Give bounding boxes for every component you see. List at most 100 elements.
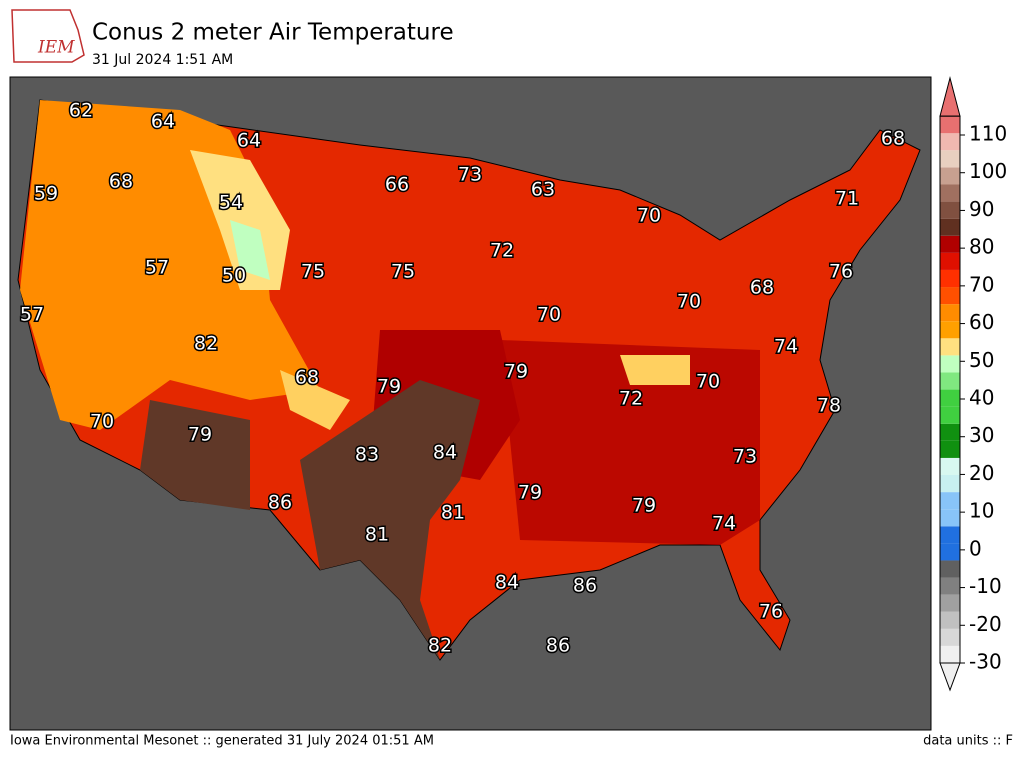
colorbar-bin [940, 577, 960, 595]
station-value: 59 [34, 183, 58, 205]
colorbar-tick-label: 100 [969, 159, 1007, 183]
colorbar-tick-label: 110 [969, 122, 1007, 146]
colorbar-tick-label: 50 [969, 348, 994, 372]
station-value: 70 [696, 371, 720, 393]
colorbar-bin [940, 116, 960, 134]
station-value: 70 [90, 411, 114, 433]
station-value: 84 [495, 572, 519, 594]
station-value: 64 [151, 111, 175, 133]
station-value: 83 [355, 444, 379, 466]
station-value: 68 [109, 171, 133, 193]
colorbar-bin [940, 235, 960, 253]
colorbar-bin [940, 269, 960, 288]
station-value: 81 [441, 502, 465, 524]
station-value: 54 [219, 192, 243, 214]
colorbar-bin [940, 628, 960, 646]
logo-text: IEM [37, 38, 75, 58]
colorbar-tick-label: 10 [969, 499, 994, 523]
colorbar-bin [940, 133, 960, 151]
station-value: 79 [377, 376, 401, 398]
station-value: 66 [385, 174, 409, 196]
station-value: 57 [145, 257, 169, 279]
station-value: 86 [268, 492, 292, 514]
colorbar-bin [940, 423, 960, 441]
colorbar-bin [940, 645, 960, 663]
colorbar-bin [940, 338, 960, 356]
station-value: 78 [817, 395, 841, 417]
colorbar-bin [940, 287, 960, 305]
station-value: 70 [677, 291, 701, 313]
colorbar-bin [940, 509, 960, 527]
station-value: 70 [637, 205, 661, 227]
colorbar-outline [939, 115, 961, 664]
colorbar-tick-label: 30 [969, 423, 994, 447]
station-value: 72 [490, 240, 514, 262]
logo: IEM [11, 9, 85, 63]
colorbar-bin [940, 611, 960, 629]
colorbar-bin [940, 184, 960, 202]
station-value: 84 [433, 442, 457, 464]
colorbar-tick-label: -30 [969, 650, 1002, 674]
colorbar-bin [940, 440, 960, 458]
colorbar-bin [940, 355, 960, 373]
station-value: 74 [712, 513, 736, 535]
footer-right: data units :: F [923, 734, 1013, 749]
station-value: 64 [237, 130, 261, 152]
colorbar: -30 -20 -10 0 10 20 30 40 50 60 70 80 90 100 110 [939, 76, 1007, 692]
colorbar-bin [940, 526, 960, 544]
colorbar-bin [940, 560, 960, 578]
colorbar-bin [940, 475, 960, 493]
station-value: 79 [632, 495, 656, 517]
colorbar-tick-label: -20 [969, 612, 1002, 636]
station-value: 76 [829, 261, 853, 283]
colorbar-bin [940, 594, 960, 612]
colorbar-bin [940, 372, 960, 390]
station-value: 68 [750, 277, 774, 299]
colorbar-bin [940, 304, 960, 322]
station-value: 75 [391, 261, 415, 283]
station-value: 79 [518, 482, 542, 504]
colorbar-tick-label: 80 [969, 235, 994, 259]
station-value: 71 [835, 188, 859, 210]
station-value: 82 [194, 333, 218, 355]
colorbar-bin [940, 492, 960, 510]
colorbar-bin [940, 218, 960, 236]
colorbar-tick-label: 0 [969, 536, 982, 560]
station-value: 73 [733, 446, 757, 468]
station-value: 68 [295, 367, 319, 389]
station-value: 70 [537, 304, 561, 326]
station-value: 62 [69, 100, 93, 122]
colorbar-tick-label: 70 [969, 272, 994, 296]
colorbar-bin [940, 389, 960, 407]
station-value: 63 [531, 179, 555, 201]
colorbar-bin [940, 543, 960, 561]
colorbar-bin [940, 321, 960, 339]
station-value: 82 [428, 635, 452, 657]
station-value: 75 [301, 261, 325, 283]
station-value: 73 [458, 164, 482, 186]
colorbar-bin [940, 252, 960, 270]
station-value: 86 [573, 575, 597, 597]
colorbar-tick-label: 40 [969, 386, 994, 410]
station-value: 50 [222, 265, 246, 287]
footer-left: Iowa Environmental Mesonet :: generated … [10, 734, 434, 749]
colorbar-bin [940, 150, 960, 168]
colorbar-tick-label: 90 [969, 197, 994, 221]
station-labels: 62 64 64 59 68 54 57 50 75 75 66 73 63 70 72 57 82 70 70 68… [18, 98, 906, 658]
colorbar-tick-label: 60 [969, 310, 994, 334]
station-value: 57 [20, 304, 44, 326]
temperature-field [17, 99, 921, 661]
subtitle: 31 Jul 2024 1:51 AM [92, 52, 233, 68]
station-value: 86 [546, 635, 570, 657]
colorbar-bin [940, 406, 960, 424]
station-value: 81 [365, 524, 389, 546]
station-value: 76 [759, 601, 783, 623]
colorbar-tick-label: -10 [969, 574, 1002, 598]
colorbar-bin [940, 201, 960, 219]
station-value: 79 [504, 361, 528, 383]
station-value: 68 [881, 128, 905, 150]
station-value: 79 [188, 424, 212, 446]
colorbar-bin [940, 167, 960, 185]
station-value: 72 [619, 388, 643, 410]
